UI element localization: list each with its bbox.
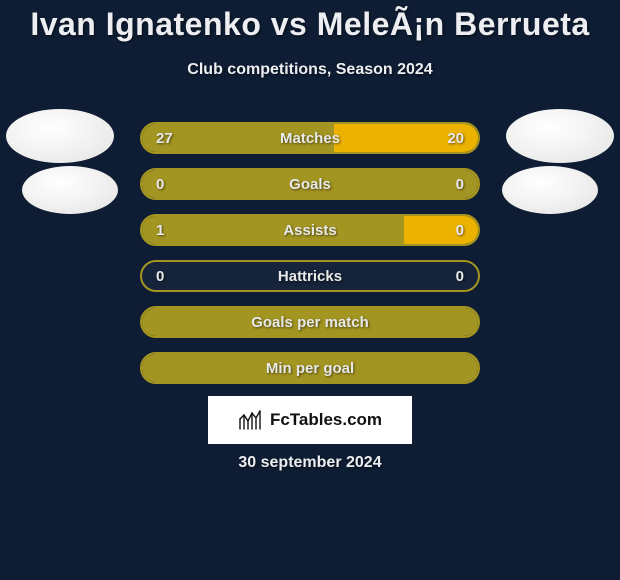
player-photo-right-natl	[502, 166, 598, 214]
snapshot-date: 30 september 2024	[0, 454, 620, 472]
stat-label: Goals	[142, 170, 478, 198]
stat-label: Goals per match	[142, 308, 478, 336]
player-photo-left-club	[6, 109, 114, 163]
page-title: Ivan Ignatenko vs MeleÃ¡n Berrueta	[0, 0, 620, 43]
player-photo-left-natl	[22, 166, 118, 214]
stat-row: Goals per match	[140, 306, 480, 338]
stat-row: 00Hattricks	[140, 260, 480, 292]
stat-label: Assists	[142, 216, 478, 244]
stat-rows: 2720Matches 00Goals 10Assists 00Hattricks Go…	[140, 122, 480, 398]
stat-row: Min per goal	[140, 352, 480, 384]
source-logo: FcTables.com	[208, 396, 412, 444]
stat-label: Hattricks	[142, 262, 478, 290]
player-photo-right-club	[506, 109, 614, 163]
page-subtitle: Club competitions, Season 2024	[0, 61, 620, 79]
stat-row: 2720Matches	[140, 122, 480, 154]
stat-row: 00Goals	[140, 168, 480, 200]
stat-label: Min per goal	[142, 354, 478, 382]
source-logo-text: FcTables.com	[270, 410, 382, 430]
stat-row: 10Assists	[140, 214, 480, 246]
comparison-card: Ivan Ignatenko vs MeleÃ¡n Berrueta Club …	[0, 0, 620, 580]
fctables-icon	[238, 409, 264, 431]
stat-label: Matches	[142, 124, 478, 152]
